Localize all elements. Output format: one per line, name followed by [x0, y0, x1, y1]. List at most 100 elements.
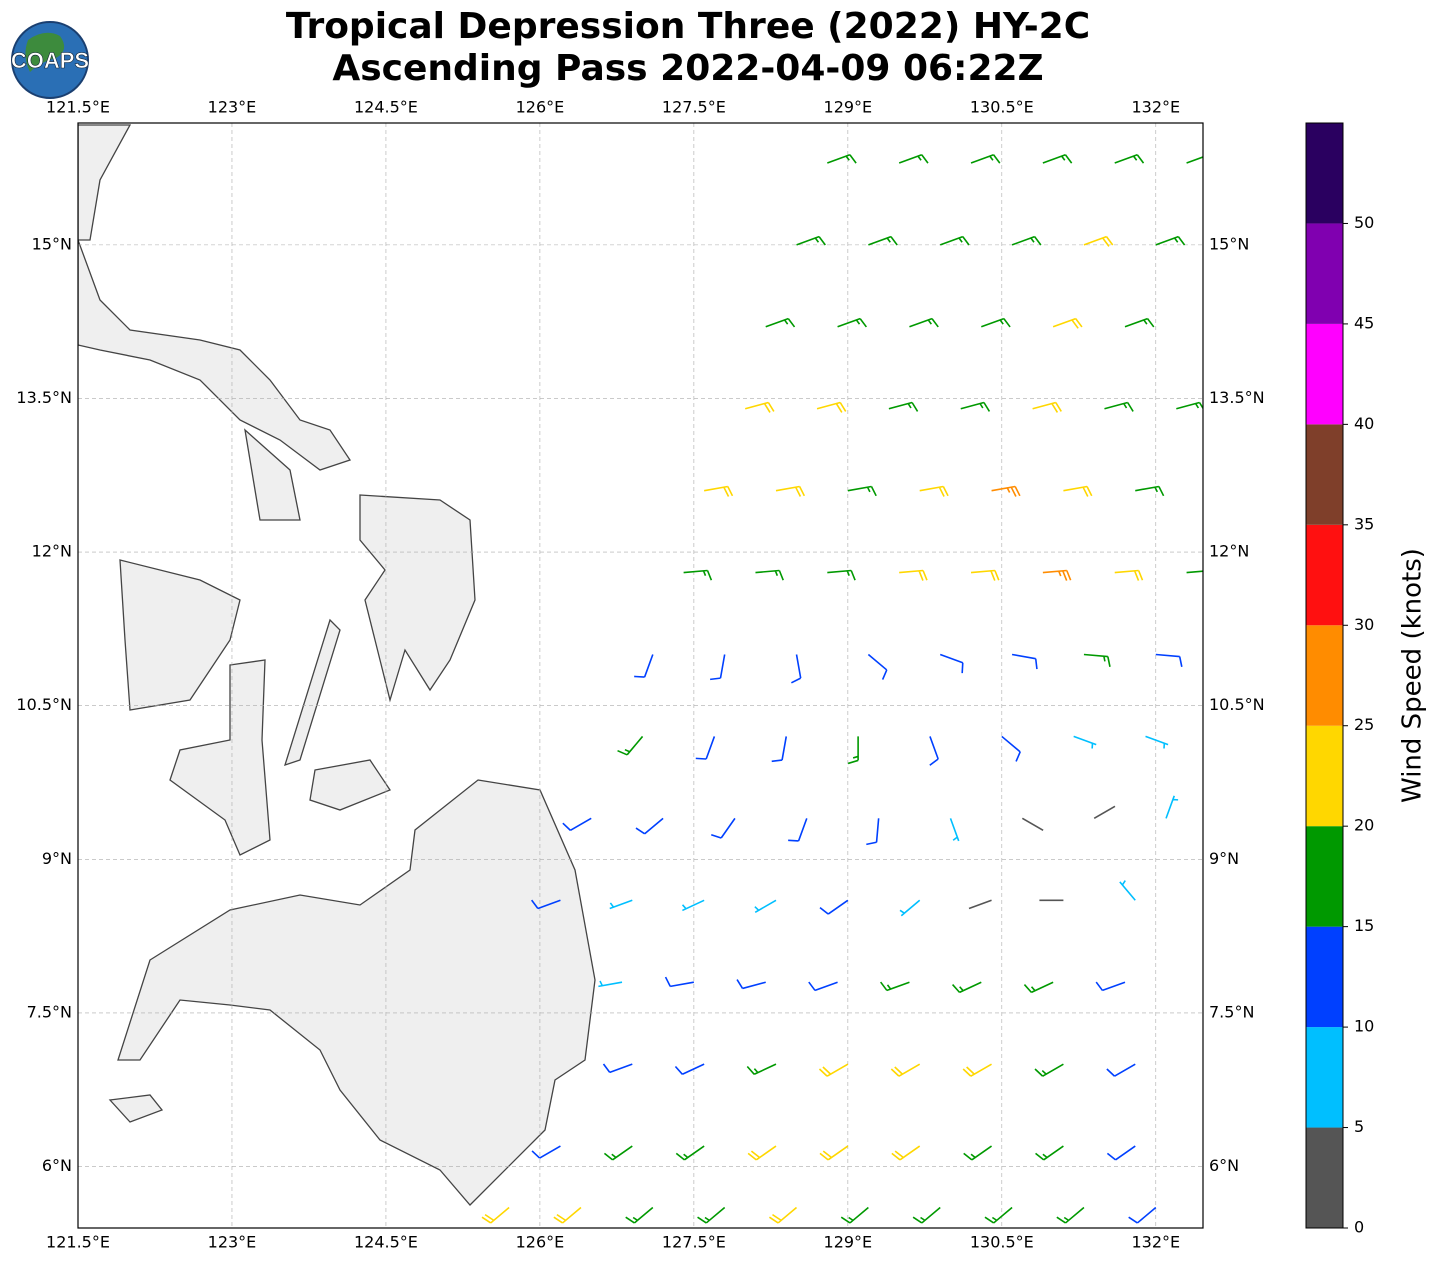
wind-barb	[791, 654, 802, 684]
wind-barb	[1063, 485, 1093, 497]
y-tick-label: 6°N	[42, 1156, 72, 1175]
x-tick-label: 129°E	[824, 1233, 873, 1252]
wind-barb	[744, 401, 775, 413]
x-tick-label: 124.5°E	[354, 1233, 418, 1252]
land-mass	[117, 779, 596, 1206]
wind-barb	[765, 317, 796, 328]
colorbar-tick-label: 25	[1354, 715, 1374, 734]
y-tick-label: 12°N	[32, 542, 72, 561]
wind-barb	[754, 899, 777, 913]
x-tick-label: 127.5°E	[662, 98, 726, 117]
y-tick-label: 9°N	[1209, 849, 1239, 868]
wind-barb	[962, 1063, 992, 1077]
wind-barb	[837, 317, 868, 328]
wind-barb	[888, 401, 919, 412]
colorbar: 0 5 10 15 20 25 30 35 40 45 50 Wind Speed (knots)	[1305, 122, 1428, 1237]
colorbar-tick-label: 45	[1354, 313, 1374, 332]
colorbar-segment	[1306, 725, 1343, 827]
wind-barb	[868, 235, 898, 246]
wind-barb	[771, 736, 788, 763]
wind-barb	[949, 818, 960, 842]
x-tick-label: 129°E	[824, 98, 873, 117]
wind-barb	[1083, 235, 1114, 247]
wind-barb	[866, 818, 880, 846]
wind-barb	[816, 401, 847, 413]
land-mass	[284, 618, 341, 767]
wind-barb	[939, 235, 970, 246]
wind-barb	[867, 653, 888, 680]
wind-barb	[747, 1145, 777, 1161]
colorbar-segment	[1306, 625, 1343, 726]
wind-barb	[891, 1145, 921, 1161]
wind-barb	[531, 1145, 561, 1159]
wind-barb	[819, 899, 849, 915]
wind-barb	[1023, 981, 1054, 994]
land-mass	[359, 494, 476, 703]
colorbar-segment	[1306, 1027, 1343, 1128]
wind-barb	[899, 899, 921, 917]
land	[78, 124, 596, 1206]
wind-barb	[939, 653, 964, 674]
wind-barb	[1083, 653, 1111, 667]
map-frame	[77, 122, 1204, 1229]
colorbar-tick-label: 35	[1354, 514, 1374, 533]
wind-barb	[1034, 1063, 1064, 1077]
map-title: Tropical Depression Three (2022) HY-2C	[286, 6, 1090, 47]
y-tick-label: 13.5°N	[16, 388, 72, 407]
wind-barb	[970, 569, 1000, 581]
wind-barb	[1145, 735, 1169, 749]
wind-barb	[1114, 569, 1144, 581]
map-background	[78, 123, 1203, 1228]
wind-barb	[1001, 735, 1021, 762]
x-tick-label: 132°E	[1131, 1233, 1180, 1252]
colorbar-segment	[1306, 926, 1343, 1028]
land-mass	[78, 239, 352, 471]
wind-barb	[909, 317, 939, 328]
wind-barb	[840, 1206, 869, 1224]
land-mass	[119, 559, 241, 711]
wind-barb	[818, 1063, 849, 1077]
wind-barb	[697, 1206, 726, 1224]
wind-barb	[1124, 317, 1155, 328]
x-tick-label: 130.5°E	[970, 1233, 1034, 1252]
y-tick-label: 13.5°N	[1209, 388, 1265, 407]
wind-barb	[912, 1206, 941, 1224]
wind-barb	[625, 1206, 654, 1224]
wind-barb	[704, 485, 734, 497]
y-tick-label: 9°N	[42, 849, 72, 868]
wind-barb	[1035, 1145, 1064, 1161]
wind-barb	[1093, 805, 1116, 820]
wind-barb	[808, 981, 838, 992]
wind-barb	[711, 817, 736, 839]
colorbar-tick-label: 40	[1354, 414, 1374, 433]
wind-barb	[960, 401, 991, 412]
wind-barb	[736, 979, 766, 990]
x-tick-label: 121.5°E	[46, 1233, 110, 1252]
colorbar-segment	[1306, 826, 1343, 927]
wind-barb	[1042, 569, 1072, 581]
x-tick-label: 123°E	[208, 1233, 257, 1252]
wind-barb	[1106, 1063, 1136, 1077]
x-tick-label: 121.5°E	[46, 98, 110, 117]
wind-barb	[1114, 153, 1145, 164]
x-tick-label: 127.5°E	[662, 1233, 726, 1252]
wind-barb	[1011, 235, 1042, 246]
x-tick-label: 126°E	[516, 98, 565, 117]
wind-barb	[827, 569, 856, 581]
logo-land	[25, 32, 65, 72]
y-tick-label: 7.5°N	[1209, 1002, 1254, 1021]
wind-barb	[602, 1063, 633, 1074]
wind-barb	[968, 899, 992, 910]
logo-text: COAPS	[11, 48, 89, 73]
x-tick-label: 130.5°E	[970, 98, 1034, 117]
wind-barb	[1155, 235, 1186, 246]
y-tick-label: 15°N	[32, 234, 72, 253]
y-tick-label: 12°N	[1209, 542, 1249, 561]
wind-barb	[710, 654, 726, 681]
wind-barb	[1186, 570, 1203, 574]
wind-barb	[481, 1206, 510, 1224]
wind-barb	[919, 485, 949, 497]
wind-barb	[635, 817, 664, 835]
wind-barb	[951, 981, 982, 994]
wind-barb	[775, 485, 806, 497]
